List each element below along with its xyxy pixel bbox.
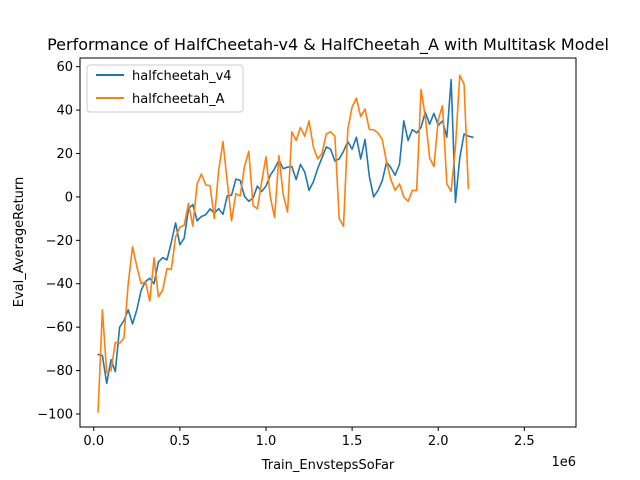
y-tick-label: 60 <box>56 60 73 75</box>
x-axis-offset-label: 1e6 <box>551 455 576 470</box>
series-layer <box>97 74 474 413</box>
y-axis-label: Eval_AverageReturn <box>12 177 27 308</box>
y-tick-label: 40 <box>56 104 73 119</box>
y-tick-label: 0 <box>65 190 73 205</box>
legend-label-halfcheetah-a: halfcheetah_A <box>132 92 225 107</box>
y-tick-label: −80 <box>46 364 73 379</box>
plot-background <box>80 58 576 427</box>
plot-frame <box>79 57 577 428</box>
legend: halfcheetah_v4 halfcheetah_A <box>86 64 244 113</box>
x-axis-ticks: 0.0 0.5 1.0 1.5 2.0 2.5 <box>83 427 535 449</box>
plot-area <box>80 58 576 427</box>
x-tick-label: 0.5 <box>170 434 191 449</box>
y-axis-ticks: −100 −80 −60 −40 −20 0 20 40 60 <box>37 60 80 422</box>
x-tick-label: 1.5 <box>342 434 363 449</box>
x-axis-label: Train_EnvstepsSoFar <box>261 458 395 473</box>
y-tick-label: 20 <box>56 147 73 162</box>
series-line-halfcheetah-v4 <box>97 78 474 385</box>
axes-layer <box>79 57 577 428</box>
y-tick-label: −100 <box>37 407 73 422</box>
y-tick-label: −40 <box>46 277 73 292</box>
x-tick-label: 0.0 <box>83 434 104 449</box>
x-tick-label: 2.5 <box>514 434 535 449</box>
x-tick-label: 1.0 <box>256 434 277 449</box>
x-tick-label: 2.0 <box>428 434 449 449</box>
series-line-halfcheetah-A <box>97 74 470 413</box>
y-tick-label: −60 <box>46 321 73 336</box>
y-tick-label: −20 <box>46 234 73 249</box>
chart-title: Performance of HalfCheetah-v4 & HalfChee… <box>47 35 609 55</box>
legend-label-halfcheetah-v4: halfcheetah_v4 <box>132 69 232 84</box>
legend-box <box>86 64 244 113</box>
